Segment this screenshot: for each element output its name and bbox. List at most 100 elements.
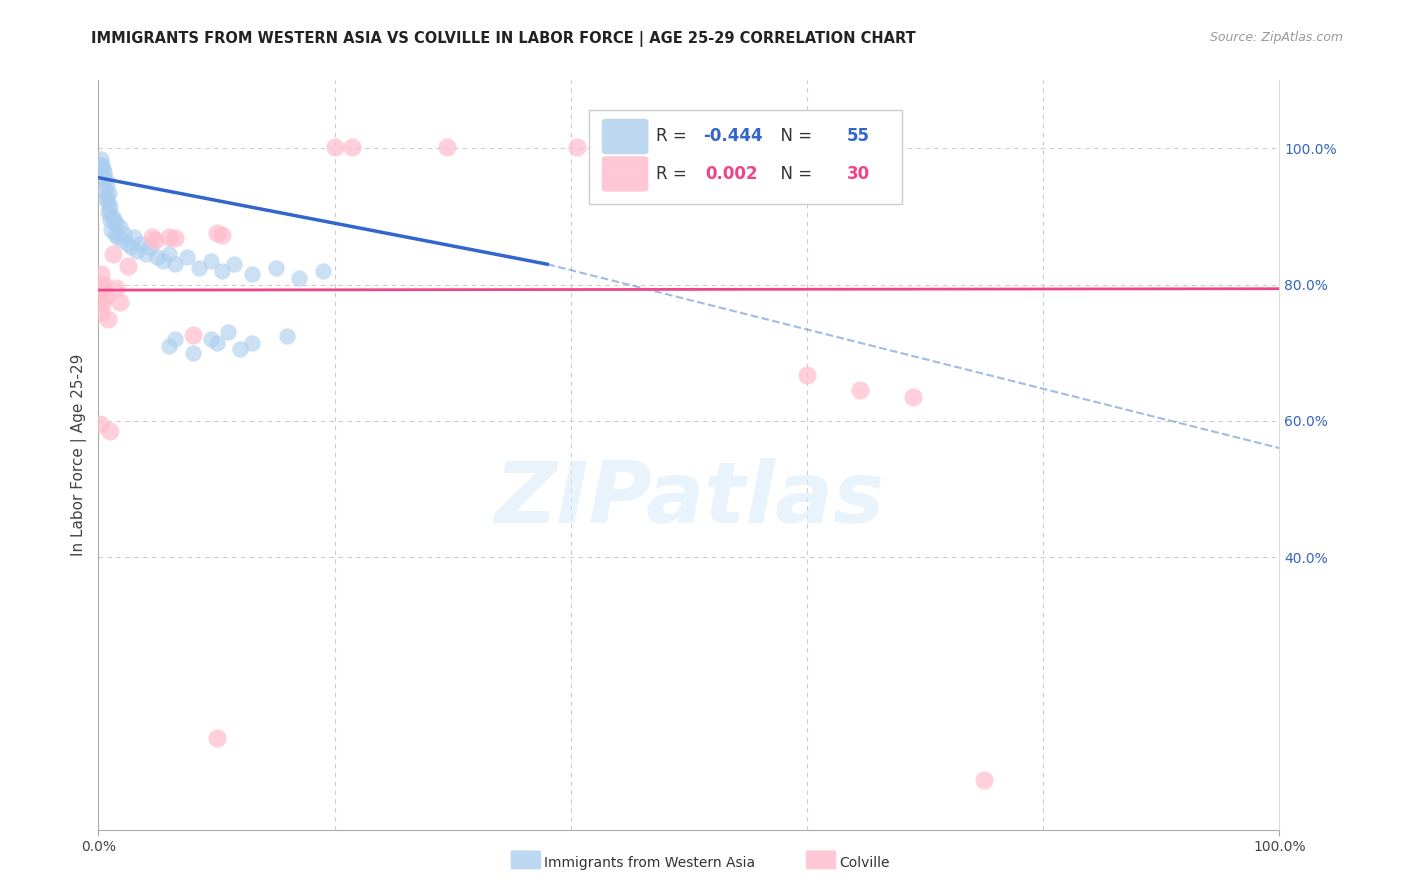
- Point: [104, 227, 127, 241]
- Point: [98, 202, 121, 217]
- Point: [217, 326, 239, 340]
- Point: [157, 339, 180, 353]
- Point: [205, 731, 228, 745]
- Point: [93, 182, 115, 196]
- Point: [96, 178, 118, 193]
- Text: 30: 30: [848, 165, 870, 183]
- Text: Immigrants from Western Asia: Immigrants from Western Asia: [544, 855, 755, 870]
- Point: [89, 417, 111, 432]
- Point: [90, 268, 112, 282]
- Point: [108, 294, 131, 309]
- Point: [678, 140, 700, 154]
- Text: Colville: Colville: [839, 855, 890, 870]
- Point: [94, 289, 117, 303]
- Point: [105, 230, 128, 244]
- Point: [224, 257, 246, 271]
- Point: [105, 216, 128, 230]
- Point: [342, 140, 364, 154]
- Point: [157, 230, 180, 244]
- Point: [90, 152, 112, 166]
- FancyBboxPatch shape: [602, 119, 648, 154]
- Text: 0.002: 0.002: [706, 165, 758, 183]
- Point: [97, 206, 120, 220]
- Point: [903, 390, 925, 404]
- Point: [103, 213, 125, 227]
- Text: IMMIGRANTS FROM WESTERN ASIA VS COLVILLE IN LABOR FORCE | AGE 25-29 CORRELATION : IMMIGRANTS FROM WESTERN ASIA VS COLVILLE…: [91, 31, 917, 47]
- Point: [205, 226, 228, 240]
- Text: R =: R =: [655, 165, 697, 183]
- Point: [229, 343, 252, 357]
- Point: [121, 240, 143, 254]
- Point: [312, 264, 335, 278]
- Point: [122, 230, 145, 244]
- Point: [98, 424, 121, 438]
- Point: [181, 345, 204, 359]
- Text: N =: N =: [770, 128, 818, 145]
- Point: [187, 260, 209, 275]
- Point: [91, 294, 114, 309]
- Point: [98, 213, 121, 227]
- Point: [141, 230, 163, 244]
- Point: [165, 231, 187, 245]
- Point: [146, 251, 169, 265]
- Y-axis label: In Labor Force | Age 25-29: In Labor Force | Age 25-29: [72, 354, 87, 556]
- Point: [117, 259, 139, 273]
- Point: [98, 199, 121, 213]
- Point: [97, 311, 120, 326]
- FancyBboxPatch shape: [589, 111, 901, 204]
- Point: [200, 253, 222, 268]
- Point: [94, 193, 117, 207]
- FancyBboxPatch shape: [602, 156, 648, 192]
- Point: [288, 270, 311, 285]
- Point: [91, 161, 114, 176]
- Point: [101, 210, 124, 224]
- Point: [143, 233, 166, 247]
- Point: [796, 368, 818, 382]
- Point: [973, 772, 995, 787]
- Point: [135, 247, 157, 261]
- Point: [211, 227, 233, 242]
- FancyBboxPatch shape: [510, 850, 541, 870]
- FancyBboxPatch shape: [806, 850, 837, 870]
- Point: [98, 186, 121, 200]
- Point: [91, 158, 114, 172]
- Point: [94, 172, 117, 186]
- Point: [240, 335, 263, 350]
- Point: [165, 257, 187, 271]
- Point: [276, 328, 298, 343]
- Point: [108, 219, 131, 234]
- Point: [176, 251, 198, 265]
- Point: [90, 305, 112, 319]
- Point: [89, 158, 111, 172]
- Point: [112, 227, 135, 241]
- Point: [264, 260, 287, 275]
- Point: [240, 268, 263, 282]
- Point: [152, 253, 174, 268]
- Point: [139, 240, 162, 254]
- Point: [93, 165, 115, 179]
- Point: [93, 277, 115, 292]
- Point: [127, 244, 149, 258]
- Point: [205, 335, 228, 350]
- Point: [181, 328, 204, 343]
- Text: R =: R =: [655, 128, 692, 145]
- Point: [96, 189, 118, 203]
- Point: [129, 236, 152, 251]
- Text: ZIPatlas: ZIPatlas: [494, 458, 884, 541]
- Text: Source: ZipAtlas.com: Source: ZipAtlas.com: [1209, 31, 1343, 45]
- Point: [211, 264, 233, 278]
- Point: [117, 236, 139, 251]
- Text: -0.444: -0.444: [703, 128, 762, 145]
- Point: [165, 332, 187, 346]
- Point: [436, 140, 458, 154]
- Text: 55: 55: [848, 128, 870, 145]
- Point: [91, 169, 114, 183]
- Point: [91, 281, 114, 295]
- Point: [100, 223, 122, 237]
- Point: [105, 281, 128, 295]
- Point: [157, 247, 180, 261]
- Point: [323, 140, 346, 154]
- Text: N =: N =: [770, 165, 818, 183]
- Point: [97, 195, 120, 210]
- Point: [200, 332, 222, 346]
